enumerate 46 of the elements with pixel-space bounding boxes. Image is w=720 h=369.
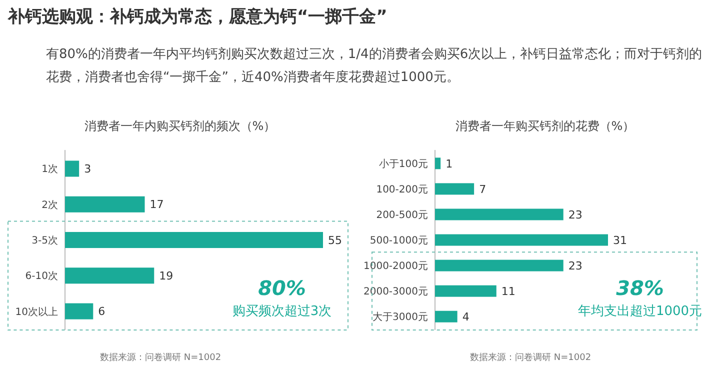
bar — [65, 303, 94, 320]
data-label: 7 — [479, 182, 486, 196]
y-tick-label: 3-5次 — [32, 236, 58, 246]
y-tick-label: 10次以上 — [15, 306, 58, 318]
source-note: 数据来源：问卷调研 N=1002 — [100, 352, 222, 363]
data-label: 11 — [501, 284, 516, 298]
data-label: 6 — [98, 305, 106, 318]
bar — [435, 208, 564, 220]
data-label: 23 — [568, 259, 582, 272]
data-label: 19 — [159, 269, 174, 282]
annotation: 购买频次超过3次 — [232, 304, 332, 319]
bar — [65, 160, 80, 177]
text: 38% — [616, 276, 664, 300]
data-label: 23 — [568, 208, 582, 222]
chart-title: 消费者一年内购买钙剂的频次（%） — [84, 119, 276, 133]
annotation: 80% — [258, 276, 306, 300]
annotation: 年均支出超过1000元 — [578, 304, 702, 319]
bar — [435, 183, 474, 195]
bar — [65, 268, 154, 284]
data-label: 3 — [84, 162, 92, 176]
source-note: 数据来源：问卷调研 N=1002 — [470, 352, 592, 363]
bar — [65, 196, 145, 212]
bar — [435, 260, 564, 272]
bar — [435, 234, 608, 246]
data-label: 4 — [462, 310, 470, 324]
y-tick-label: 6-10次 — [25, 271, 58, 282]
y-tick-label: 2000-3000元 — [363, 286, 428, 298]
y-tick-label: 1000-2000元 — [363, 261, 428, 272]
y-tick-label: 2次 — [42, 200, 58, 211]
text: 有80%的消费者一年内平均钙剂购买次数超过三次，1/4的消费者会购买6次以上，补钙日益常态化；而对于钙剂的花费，消费者也舍得“一掷千金”，近40%消费者年度花费超过1000元。 — [46, 46, 702, 85]
y-tick-label: 100-200元 — [376, 184, 428, 196]
y-tick-label: 小于100元 — [378, 158, 428, 170]
data-label: 31 — [613, 234, 627, 247]
chart-title: 消费者一年购买钙剂的花费（%） — [455, 119, 635, 133]
y-tick-label: 500-1000元 — [370, 236, 428, 246]
y-tick-label: 200-500元 — [376, 210, 428, 221]
y-tick-label: 1次 — [42, 164, 58, 176]
data-label: 17 — [150, 198, 164, 212]
bar — [435, 310, 458, 322]
data-label: 1 — [446, 157, 453, 170]
y-tick-label: 大于3000元 — [372, 311, 428, 324]
text: 补钙选购观：补钙成为常态，愿意为钙“一掷千金” — [7, 7, 388, 27]
bar — [65, 232, 323, 248]
data-label: 55 — [328, 234, 342, 247]
bar — [435, 285, 496, 297]
bar — [435, 158, 441, 170]
